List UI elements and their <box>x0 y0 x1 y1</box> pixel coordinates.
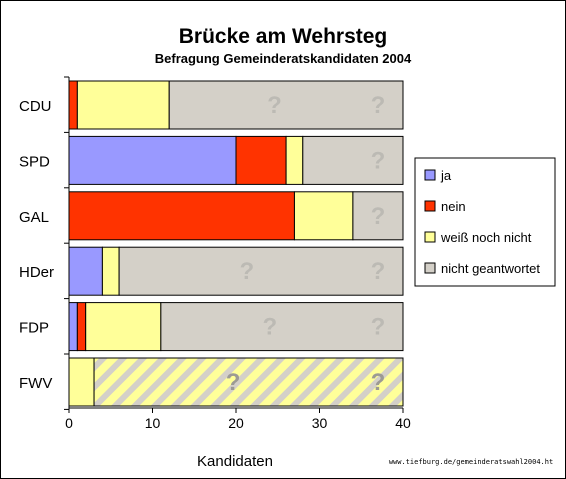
legend-swatch-nicht-geantwortet <box>424 262 436 274</box>
source-note: www.tiefburg.de/gemeinderatswahl2004.ht <box>389 458 553 466</box>
bar-hder-nicht-geantwortet <box>118 246 404 296</box>
legend-label-nicht-geantwortet: nicht geantwortet <box>441 261 540 276</box>
bar-cdu-nein <box>68 80 78 130</box>
x-axis: 0 10 20 30 40 <box>64 76 411 431</box>
bar-hder-weiss-noch-nicht <box>101 246 120 296</box>
category-label-fdp: FDP <box>19 320 49 337</box>
bar-spd-nicht-geantwortet <box>302 135 404 185</box>
legend-swatch-weiss-noch-nicht <box>424 231 436 243</box>
bar-cdu-weiss-noch-nicht <box>76 80 170 130</box>
bar-spd-nein <box>235 135 287 185</box>
x-tick-label-10: 10 <box>145 415 161 431</box>
category-label-fwv: FWV <box>19 375 52 392</box>
bar-spd-weiss-noch-nicht <box>285 135 304 185</box>
unknown-marker-cdu-2: ? <box>267 92 282 119</box>
legend-swatch-nein <box>424 200 436 212</box>
bar-gal-nein <box>68 191 295 241</box>
chart-title: Brücke am Wehrsteg <box>179 25 388 48</box>
chart-subtitle: Befragung Gemeinderatskandidaten 2004 <box>155 51 412 66</box>
legend-label-nein: nein <box>441 199 466 214</box>
legend-box <box>414 157 556 287</box>
unknown-marker-gal-1: ? <box>371 203 386 230</box>
x-tick-label-30: 30 <box>312 415 328 431</box>
bar-fwv-nicht-geantwortet <box>93 357 404 407</box>
unknown-marker-fdp-2: ? <box>262 314 277 341</box>
category-label-gal: GAL <box>19 209 49 226</box>
legend-label-weiss-noch-nicht: weiß noch nicht <box>440 230 532 245</box>
unknown-marker-spd-1: ? <box>371 147 386 174</box>
bar-cdu-nicht-geantwortet <box>168 80 404 130</box>
unknown-marker-cdu-1: ? <box>371 92 386 119</box>
category-label-cdu: CDU <box>19 98 52 115</box>
category-label-spd: SPD <box>19 153 50 170</box>
legend-swatch-ja <box>424 169 436 181</box>
bar-fdp-nein <box>76 302 87 352</box>
bar-spd-ja <box>68 135 237 185</box>
x-tick-label-0: 0 <box>65 415 73 431</box>
bars-group: ?? CDU? SPD? GAL?? HDer?? FDP?? FWV <box>19 80 404 407</box>
unknown-marker-fdp-1: ? <box>371 314 386 341</box>
bar-fdp-ja <box>68 302 78 352</box>
bar-gal-weiss-noch-nicht <box>293 191 354 241</box>
unknown-marker-hder-2: ? <box>240 258 255 285</box>
bar-hder-ja <box>68 246 103 296</box>
category-label-hder: HDer <box>19 264 54 281</box>
legend-label-ja: ja <box>440 168 452 183</box>
unknown-marker-hder-1: ? <box>371 258 386 285</box>
bar-gal-nicht-geantwortet <box>352 191 404 241</box>
bar-fwv-weiss-noch-nicht <box>68 357 95 407</box>
bar-fdp-nicht-geantwortet <box>160 302 404 352</box>
unknown-marker-fwv-1: ? <box>371 369 386 396</box>
unknown-marker-fwv-2: ? <box>226 369 241 396</box>
bar-fdp-weiss-noch-nicht <box>85 302 162 352</box>
legend: ja nein weiß noch nicht nicht geantwortet <box>414 157 556 287</box>
x-tick-label-20: 20 <box>228 415 244 431</box>
x-axis-label: Kandidaten <box>197 453 273 470</box>
x-tick-label-40: 40 <box>395 415 411 431</box>
